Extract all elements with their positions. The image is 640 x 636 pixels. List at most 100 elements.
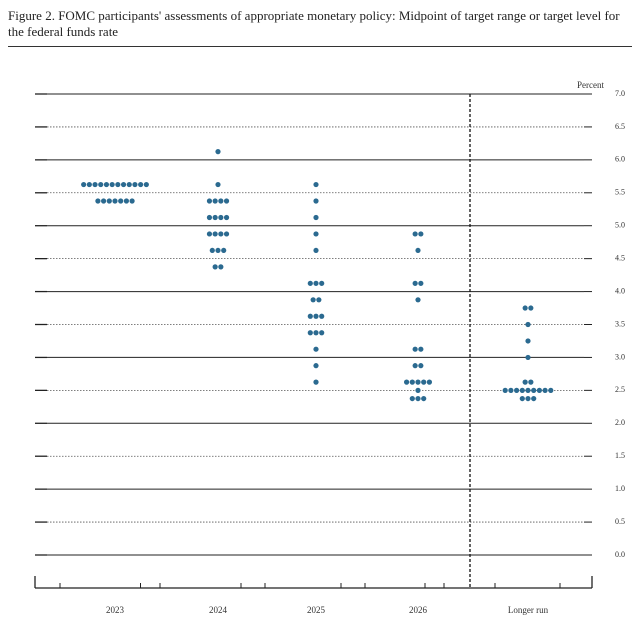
dot xyxy=(415,297,421,303)
dot xyxy=(421,395,427,402)
dot xyxy=(209,247,215,254)
dot xyxy=(313,181,319,188)
dot xyxy=(415,247,421,254)
dot xyxy=(106,198,112,204)
y-tick-label: 5.5 xyxy=(615,188,625,197)
dot xyxy=(502,387,508,393)
y-tick-label: 1.5 xyxy=(615,451,625,460)
y-tick-label: 4.0 xyxy=(615,286,625,295)
dot xyxy=(132,181,138,188)
y-axis-label: Percent xyxy=(577,80,604,90)
x-tick-label: Longer run xyxy=(508,605,549,615)
dot xyxy=(415,395,421,402)
dot xyxy=(409,395,415,402)
dot xyxy=(310,297,316,303)
dot xyxy=(138,181,144,188)
dot xyxy=(412,346,418,352)
dot xyxy=(123,198,129,204)
dot xyxy=(525,354,531,361)
dot xyxy=(528,305,534,311)
y-tick-label: 6.5 xyxy=(615,122,625,131)
dot xyxy=(109,181,115,188)
y-tick-label: 6.0 xyxy=(615,155,625,164)
dot xyxy=(418,346,424,352)
dot xyxy=(212,264,218,270)
dot xyxy=(215,247,221,254)
dot xyxy=(143,181,149,188)
dot xyxy=(421,379,427,385)
y-tick-label: 3.0 xyxy=(615,352,625,361)
dot xyxy=(531,395,537,402)
y-tick-label: 5.0 xyxy=(615,221,625,230)
dot xyxy=(319,280,325,286)
y-tick-label: 3.5 xyxy=(615,319,625,328)
dot xyxy=(316,297,322,303)
dot xyxy=(319,330,325,336)
dot xyxy=(307,280,313,286)
dot xyxy=(415,387,421,393)
y-tick-label: 7.0 xyxy=(615,89,625,98)
dot xyxy=(404,379,410,385)
dot xyxy=(218,198,224,204)
dot xyxy=(212,198,218,204)
dot xyxy=(313,214,319,221)
dot xyxy=(313,280,319,286)
dot xyxy=(86,181,92,188)
dot xyxy=(307,330,313,336)
dot xyxy=(536,387,543,393)
y-tick-label: 2.0 xyxy=(615,418,625,427)
x-tick-label: 2023 xyxy=(106,605,125,615)
dot xyxy=(307,313,313,319)
dot xyxy=(412,363,418,369)
dot xyxy=(409,379,415,385)
dot xyxy=(514,387,520,393)
dot xyxy=(81,181,87,188)
dot xyxy=(519,395,525,402)
dot xyxy=(522,305,528,311)
dot xyxy=(525,338,531,344)
y-tick-label: 2.5 xyxy=(615,385,625,394)
dot xyxy=(223,231,230,237)
y-tick-label: 1.0 xyxy=(615,484,625,493)
dot xyxy=(212,231,218,237)
dot xyxy=(218,214,224,221)
dot xyxy=(95,198,101,204)
dot xyxy=(129,198,135,204)
dot xyxy=(215,181,221,188)
dot xyxy=(426,379,432,385)
dot xyxy=(418,231,424,237)
dot xyxy=(525,387,531,393)
dot xyxy=(313,313,319,319)
dot xyxy=(548,387,554,393)
dot xyxy=(531,387,537,393)
dot xyxy=(418,363,424,369)
dot xyxy=(112,198,118,204)
dot xyxy=(120,181,127,188)
dot xyxy=(313,379,319,385)
dot xyxy=(118,198,124,204)
x-tick-label: 2024 xyxy=(209,605,228,615)
dot xyxy=(313,363,319,369)
dot xyxy=(528,379,534,385)
dot xyxy=(415,379,421,385)
dot xyxy=(212,214,218,221)
dot xyxy=(412,280,418,286)
y-tick-label: 4.5 xyxy=(615,253,625,262)
y-tick-label: 0.0 xyxy=(615,550,625,559)
dot xyxy=(525,321,531,328)
dot xyxy=(221,247,227,254)
dot xyxy=(519,387,525,393)
y-tick-label: 0.5 xyxy=(615,517,625,526)
dot xyxy=(101,198,107,204)
dot xyxy=(508,387,514,393)
dot xyxy=(92,181,98,188)
dot xyxy=(542,387,548,393)
dot xyxy=(525,395,531,402)
dot xyxy=(103,181,110,188)
dot xyxy=(313,330,319,336)
dot xyxy=(319,313,325,319)
dot xyxy=(98,181,104,188)
dot xyxy=(522,379,528,385)
